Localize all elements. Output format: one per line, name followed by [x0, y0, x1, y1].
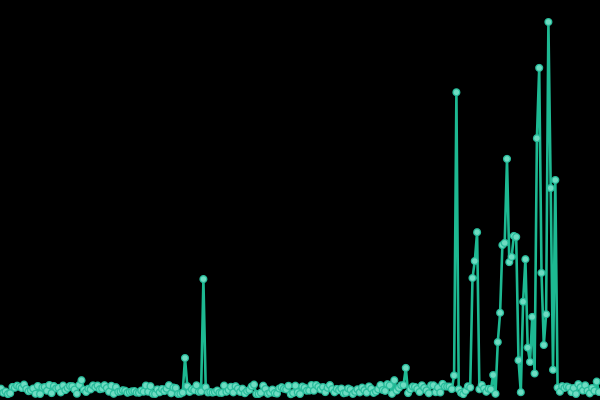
- data-point-marker: [535, 63, 544, 72]
- data-point-marker: [77, 376, 86, 385]
- data-point-marker: [36, 389, 45, 399]
- data-point-marker: [178, 388, 187, 397]
- data-point-marker: [528, 312, 537, 321]
- data-point-marker: [493, 338, 502, 347]
- data-point-marker: [542, 310, 551, 319]
- data-point-marker: [521, 255, 530, 264]
- series-line: [0, 20, 600, 396]
- data-point-marker: [539, 340, 548, 350]
- data-point-marker: [180, 353, 190, 363]
- data-point-marker: [594, 387, 600, 397]
- data-point-marker: [399, 381, 408, 390]
- data-point-marker: [571, 389, 581, 399]
- data-point-marker: [525, 357, 535, 367]
- data-point-marker: [72, 389, 81, 398]
- data-point-marker: [249, 380, 259, 389]
- data-point-marker: [496, 308, 505, 317]
- data-point-marker: [390, 376, 399, 385]
- data-point-marker: [146, 382, 155, 391]
- data-point-marker: [284, 381, 293, 390]
- data-point-marker: [530, 369, 539, 378]
- data-point-marker: [491, 389, 500, 398]
- data-point-marker: [546, 184, 555, 193]
- data-point-marker: [468, 273, 477, 283]
- data-point-marker: [452, 88, 461, 97]
- data-point-marker: [450, 371, 459, 380]
- data-point-marker: [192, 381, 201, 390]
- data-point-marker: [537, 268, 546, 277]
- data-point-marker: [507, 252, 516, 261]
- data-point-marker: [470, 256, 479, 266]
- data-point-marker: [199, 275, 208, 284]
- data-point-marker: [516, 388, 525, 397]
- data-point-marker: [447, 385, 456, 394]
- data-point-marker: [466, 383, 475, 392]
- data-point-marker: [489, 370, 498, 380]
- data-point-marker: [47, 389, 56, 398]
- data-point-marker: [514, 356, 523, 365]
- data-point-marker: [548, 365, 558, 374]
- data-point-marker: [502, 154, 512, 163]
- data-point-marker: [551, 175, 560, 185]
- data-point-marker: [436, 388, 445, 397]
- data-point-marker: [500, 238, 509, 247]
- data-point-marker: [523, 343, 532, 352]
- data-point-marker: [385, 381, 394, 390]
- data-point-marker: [424, 389, 433, 398]
- data-point-marker: [519, 297, 528, 306]
- data-point-marker: [291, 381, 300, 390]
- data-point-marker: [544, 17, 553, 27]
- data-point-marker: [532, 134, 541, 143]
- data-point-marker: [401, 363, 410, 372]
- data-point-marker: [473, 228, 482, 237]
- data-point-marker: [592, 377, 600, 386]
- data-point-marker: [512, 232, 521, 242]
- data-point-marker: [295, 389, 305, 399]
